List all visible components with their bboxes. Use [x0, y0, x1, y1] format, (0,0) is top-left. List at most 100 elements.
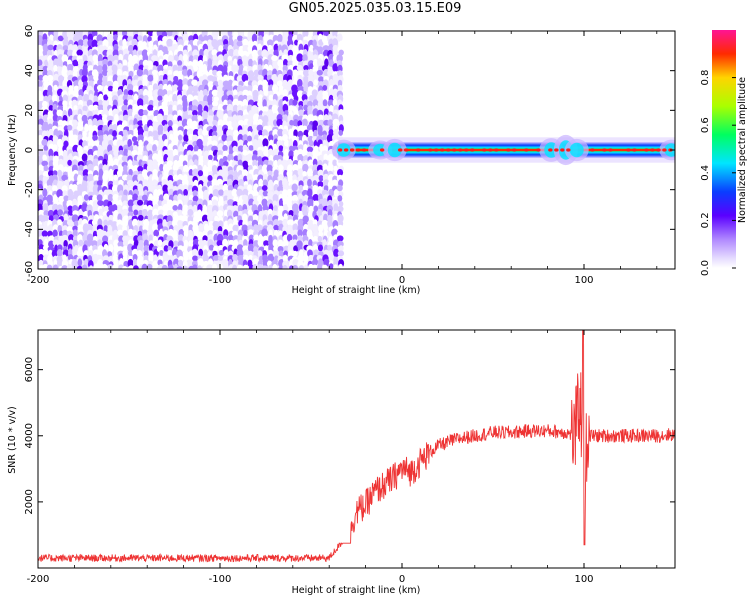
noise-cell: [244, 80, 249, 87]
noise-cell: [307, 86, 313, 93]
noise-cell: [191, 248, 198, 258]
noise-cell: [237, 159, 243, 167]
noise-cell: [297, 235, 303, 242]
noise-cell: [116, 134, 123, 141]
band-peak: [644, 148, 649, 152]
noise-cell: [122, 254, 128, 262]
noise-cell: [218, 129, 224, 136]
noise-cell: [317, 114, 324, 121]
noise-cell: [84, 123, 89, 132]
noise-cell: [137, 214, 144, 221]
noise-cell: [148, 193, 154, 203]
noise-cell: [191, 134, 199, 143]
noise-cell: [66, 226, 73, 233]
noise-cell: [297, 229, 303, 237]
noise-cell: [137, 120, 144, 127]
noise-cell: [162, 219, 167, 228]
noise-cell: [127, 129, 134, 136]
noise-cell: [242, 38, 249, 47]
noise-cell: [278, 145, 284, 152]
noise-cell: [88, 75, 95, 82]
noise-cell: [336, 224, 344, 233]
noise-cell: [166, 66, 174, 72]
noise-cell: [42, 100, 48, 108]
noise-cell: [207, 39, 213, 46]
noise-cell: [233, 44, 240, 51]
noise-cell: [87, 148, 94, 157]
noise-cell: [172, 205, 179, 211]
noise-cell: [122, 230, 128, 237]
band-peak: [343, 148, 349, 152]
noise-cell: [256, 124, 264, 132]
noise-cell: [142, 78, 148, 88]
noise-cell: [268, 94, 274, 102]
noise-cell: [157, 95, 163, 102]
noise-cell: [283, 245, 290, 253]
band-bulge-core: [569, 142, 584, 158]
noise-cell: [277, 185, 284, 192]
noise-cell: [153, 124, 160, 133]
noise-cell: [257, 138, 263, 148]
noise-cell: [287, 60, 294, 67]
noise-cell: [306, 198, 314, 208]
noise-cell: [112, 264, 119, 269]
noise-cell: [81, 184, 88, 194]
noise-cell: [258, 210, 264, 217]
noise-cell: [327, 69, 334, 77]
noise-cell: [63, 240, 68, 248]
noise-cell: [146, 263, 153, 269]
noise-cell: [153, 135, 160, 142]
noise-cell: [326, 133, 333, 143]
noise-cell: [156, 113, 164, 122]
noise-cell: [271, 55, 278, 62]
noise-cell: [72, 89, 79, 98]
noise-cell: [61, 54, 69, 63]
band-peak: [590, 148, 595, 152]
noise-cell: [53, 31, 59, 37]
noise-cell: [212, 210, 218, 217]
noise-cell: [278, 99, 285, 109]
noise-cell: [243, 175, 248, 183]
noise-cell: [58, 80, 64, 87]
band-peak: [560, 148, 565, 152]
noise-cell: [213, 245, 219, 253]
noise-cell: [57, 138, 63, 148]
noise-cell: [151, 55, 158, 62]
noise-cell: [167, 61, 173, 68]
noise-cell: [322, 264, 328, 269]
noise-cell: [97, 104, 104, 111]
noise-cell: [268, 160, 274, 167]
noise-cell: [152, 264, 158, 269]
noise-cell: [82, 169, 90, 178]
noise-cell: [211, 89, 219, 97]
band-peak: [349, 148, 355, 152]
noise-cell: [179, 143, 184, 152]
noise-cell: [203, 48, 209, 57]
noise-cell: [324, 58, 329, 68]
noise-cell: [57, 209, 64, 216]
noise-cell: [227, 234, 234, 241]
noise-cell: [91, 125, 98, 134]
noise-cell: [177, 85, 184, 92]
noise-cell: [122, 59, 128, 67]
noise-cell: [333, 213, 339, 222]
noise-cell: [187, 208, 194, 217]
noise-cell: [117, 204, 122, 213]
noise-cell: [272, 239, 278, 247]
noise-cell: [91, 39, 98, 49]
noise-cell: [332, 98, 338, 107]
noise-cell: [71, 151, 79, 158]
noise-cell: [211, 199, 218, 207]
noise-cell: [337, 214, 344, 223]
noise-cell: [62, 79, 67, 88]
noise-cell: [41, 214, 49, 223]
band-bulge-core: [387, 142, 402, 158]
noise-cell: [227, 153, 234, 162]
noise-cell: [188, 235, 195, 242]
noise-cell: [112, 124, 118, 132]
noise-cell: [187, 259, 194, 268]
noise-cell: [306, 124, 313, 132]
band-peak: [482, 148, 487, 152]
noise-cell: [292, 264, 299, 269]
noise-cell: [121, 218, 128, 227]
